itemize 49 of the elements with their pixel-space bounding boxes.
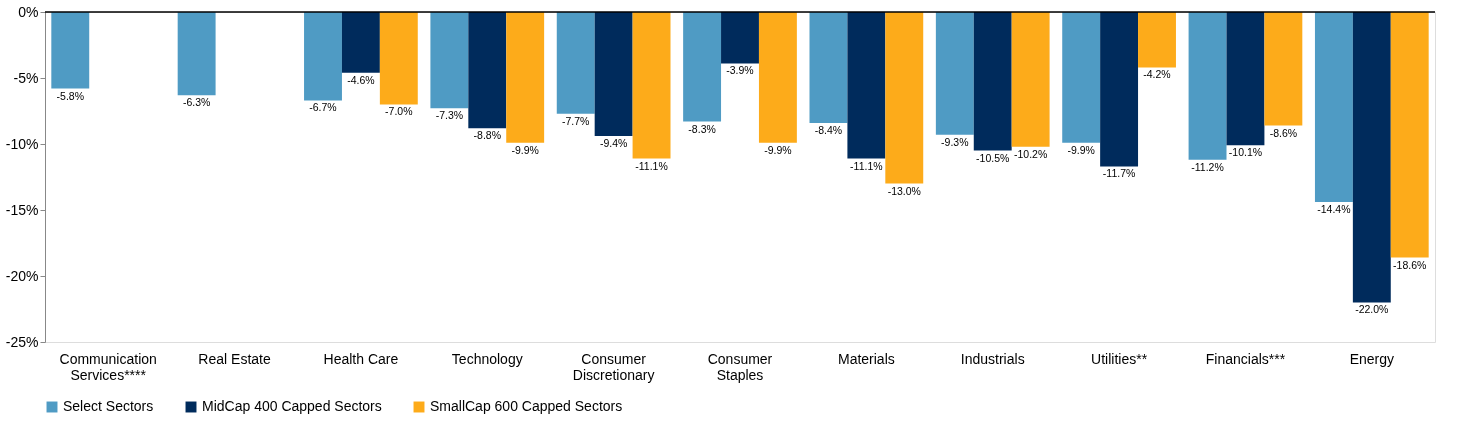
x-tick-label: Technology <box>451 350 523 367</box>
y-tick-label: 0% <box>18 3 39 20</box>
data-label: -7.3% <box>435 109 464 122</box>
x-tick-label: Energy <box>1349 350 1394 367</box>
x-tick-label: Health Care <box>323 350 399 367</box>
data-label: -8.6% <box>1269 126 1298 139</box>
data-label: -9.3% <box>941 135 969 148</box>
data-label: -10.1% <box>1228 146 1263 159</box>
x-tick-label: Industrials <box>960 350 1025 367</box>
data-label: -9.9% <box>511 143 539 156</box>
data-label: -4.6% <box>347 73 375 86</box>
data-label: -11.7% <box>1102 167 1136 180</box>
y-tick-label: -10% <box>5 135 39 152</box>
x-tick-label: Financials*** <box>1205 350 1286 367</box>
y-tick-label: -5% <box>13 69 39 86</box>
y-tick-label: -20% <box>5 267 39 284</box>
data-label: -9.9% <box>1067 143 1095 156</box>
y-tick-label: -25% <box>5 333 39 350</box>
x-tick-label: Real Estate <box>198 350 271 367</box>
x-tick-label: Materials <box>837 350 895 367</box>
data-label: -9.9% <box>764 143 792 156</box>
data-label: -4.2% <box>1143 68 1171 81</box>
data-label: -6.3% <box>182 96 211 109</box>
data-label: -7.7% <box>562 114 590 127</box>
data-label: -10.5% <box>976 151 1010 164</box>
data-label: -8.8% <box>473 129 501 142</box>
data-label: -14.4% <box>1317 203 1351 216</box>
data-label: -10.2% <box>1014 147 1048 160</box>
data-label: -7.0% <box>385 105 413 118</box>
data-label: -5.8% <box>56 89 84 102</box>
x-tick-label: Consumer Discretionary <box>572 350 655 383</box>
legend-label: Select Sectors <box>63 398 154 414</box>
x-tick-label: Communication Services**** <box>59 350 157 383</box>
x-tick-label: Utilities** <box>1091 350 1148 367</box>
y-tick-label: -15% <box>5 201 39 218</box>
legend-label: SmallCap 600 Capped Sectors <box>430 398 623 414</box>
data-label: -9.4% <box>599 137 628 150</box>
data-label: -3.9% <box>726 64 754 77</box>
legend-label: MidCap 400 Capped Sectors <box>202 398 382 414</box>
data-label: -18.6% <box>1393 258 1427 271</box>
data-label: -6.7% <box>309 101 337 114</box>
data-label: -11.2% <box>1191 160 1224 173</box>
data-label: -8.3% <box>688 122 716 135</box>
data-label: -13.0% <box>887 184 921 197</box>
data-label: -22.0% <box>1355 303 1389 316</box>
x-tick-label: Consumer Staples <box>707 350 773 383</box>
data-label: -8.4% <box>814 123 843 136</box>
data-label: -11.1% <box>635 159 668 172</box>
data-label: -11.1% <box>850 159 883 172</box>
